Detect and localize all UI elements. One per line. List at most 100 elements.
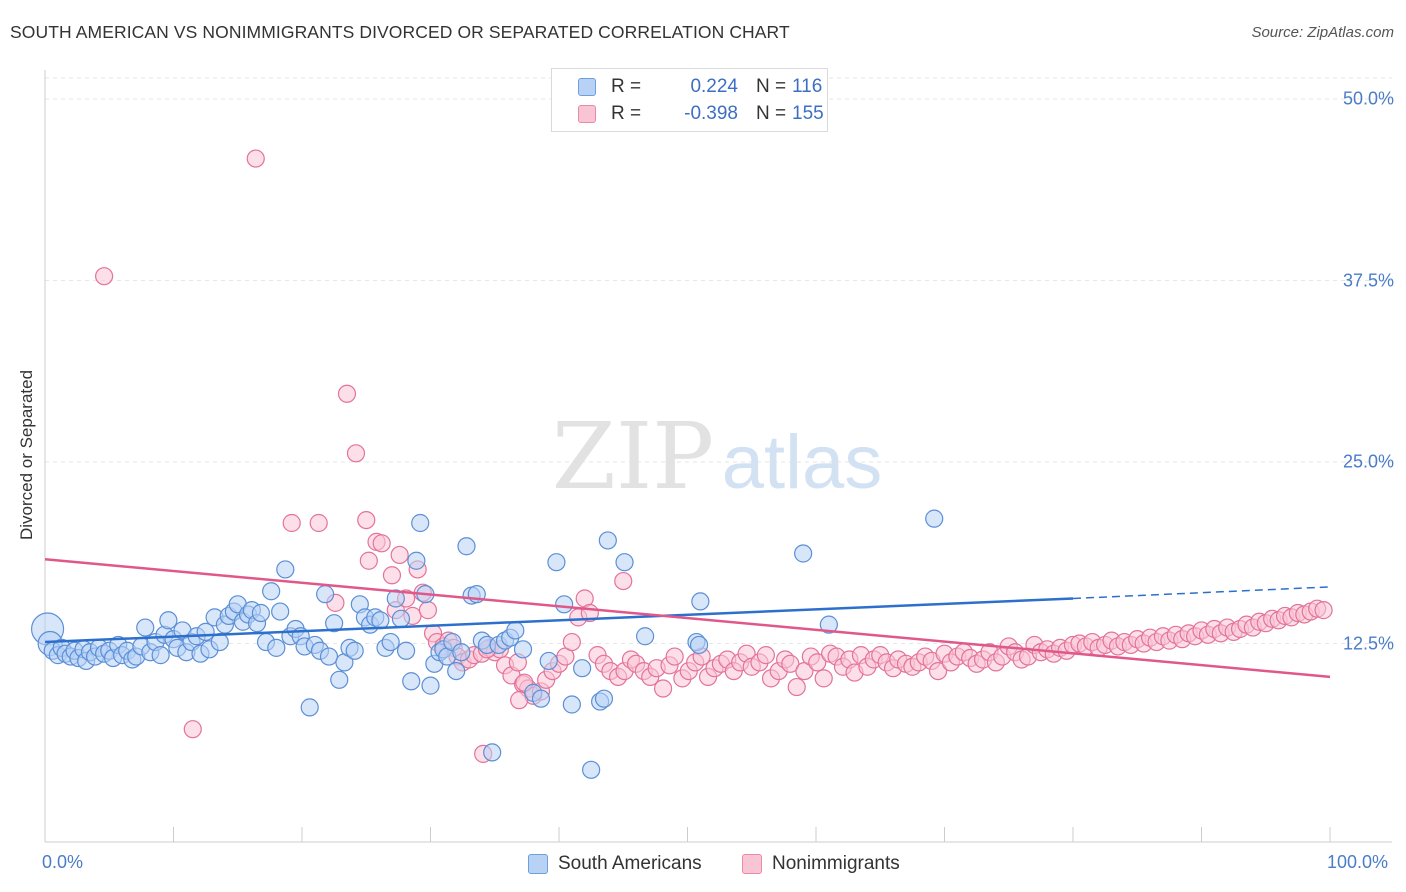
data-point [539,651,558,671]
data-point [781,654,800,673]
data-point [562,695,581,714]
data-point [95,267,114,286]
stats-legend: R = 0.224 N = 116 R = -0.398 N = 155 [551,68,828,132]
data-point [300,698,319,717]
data-point [615,553,634,572]
y-tick-label: 37.5% [1342,270,1394,291]
data-point [928,661,948,681]
data-point [276,560,295,579]
data-point [506,621,525,640]
data-point [447,661,466,681]
data-point [582,760,601,779]
data-point [390,545,409,565]
data-point [316,585,335,604]
data-point [382,566,402,585]
data-point [689,635,709,655]
data-point [635,627,655,646]
data-point [246,149,265,168]
trend-lines [44,558,1331,679]
data-point [452,643,471,662]
legend-swatch-pink [578,105,596,123]
data-point [151,646,170,665]
y-tick-label: 50.0% [1342,88,1394,109]
legend-swatch-blue [528,854,548,874]
data-point [345,641,364,660]
data-point [653,679,673,698]
data-point [271,602,290,621]
trend-line-extension [1072,586,1331,600]
legend-swatch-blue [578,78,596,96]
data-point [1314,601,1333,620]
gridlines [45,77,1392,645]
data-point [372,534,391,553]
data-point [359,551,378,570]
data-point [267,638,286,657]
data-point [598,531,617,550]
data-point [386,589,405,608]
chart-title: SOUTH AMERICAN VS NONIMMIGRANTS DIVORCED… [10,22,790,42]
legend-n-value: 116 [792,76,823,97]
legend-label: Nonimmigrants [772,853,900,874]
watermark-atlas: atlas [722,420,883,505]
data-point [531,689,551,708]
data-point [337,384,357,403]
data-point [325,614,344,633]
data-point [794,544,813,563]
x-tick-max: 100.0% [1327,852,1389,872]
y-tick-label: 12.5% [1342,633,1394,653]
data-point [319,647,339,666]
data-point [562,632,581,652]
legend-item-south-americans[interactable]: South Americans [528,853,702,875]
data-point [614,571,633,591]
data-point [282,513,301,533]
data-point [159,611,178,630]
legend-r-label: R = [611,76,642,97]
legend-item-nonimmigrants[interactable]: Nonimmigrants [742,853,900,875]
data-point [357,510,376,530]
data-point [573,659,592,678]
data-point [787,677,806,697]
data-point [381,632,400,652]
data-point [691,592,710,611]
data-point [391,609,411,628]
data-point [309,513,328,533]
data-point [136,618,155,637]
data-point [346,444,366,463]
data-point [756,646,775,665]
legend-r-value: -0.398 [684,103,738,124]
legend-swatch-pink [742,854,762,874]
data-point [513,640,533,659]
legend-r-value: 0.224 [690,76,738,97]
legend-n-label: N = [756,76,787,97]
data-point [411,513,430,533]
x-tick-min: 0.0% [42,852,84,872]
data-point [418,601,438,620]
axes [44,70,1392,843]
legend-n-value: 155 [792,103,824,124]
y-tick-label: 25.0% [1342,451,1394,472]
data-point [925,509,944,528]
data-point [665,647,684,666]
legend-n-label: N = [756,103,787,124]
trend-line-nonimmigrants [44,558,1331,679]
data-point [814,669,833,688]
watermark: ZIP atlas [552,403,882,510]
data-point [396,641,416,660]
data-point [457,537,476,556]
data-point [594,689,614,708]
data-point [402,672,421,691]
data-point [819,615,838,634]
data-point [371,611,390,630]
legend-label: South Americans [558,853,702,874]
trend-line-south-americans [44,597,1074,644]
data-point [251,603,270,623]
data-point [421,676,440,695]
data-point [407,551,426,570]
source-label: Source: ZipAtlas.com [1251,24,1394,41]
data-point [555,595,574,614]
data-point [262,582,281,601]
watermark-zip: ZIP [552,403,714,510]
data-point [510,691,529,710]
data-point [330,670,349,689]
